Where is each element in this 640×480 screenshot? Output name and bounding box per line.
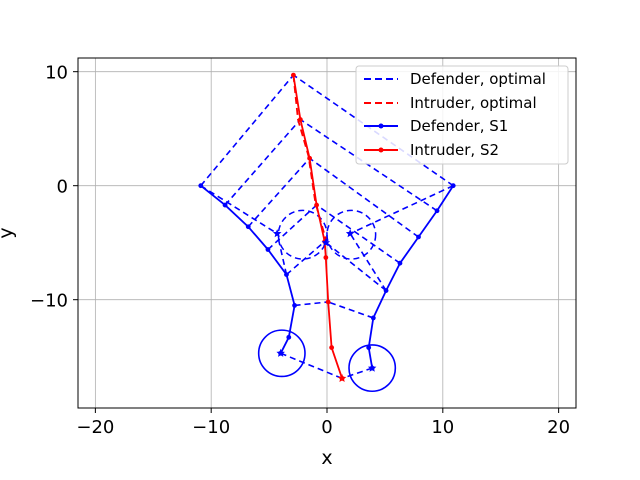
defender-optimal-line	[294, 301, 329, 307]
defender-optimal-line	[200, 74, 295, 187]
series-point	[370, 315, 376, 321]
series-point	[245, 224, 251, 230]
x-tick-label: 20	[547, 417, 570, 438]
series-point	[325, 299, 331, 305]
plot-area	[198, 72, 456, 393]
x-tick-label: −10	[192, 417, 230, 438]
series-line	[292, 75, 327, 240]
capture-circle	[257, 329, 306, 378]
defender-optimal-line	[341, 367, 373, 380]
defender-optimal-line	[327, 301, 374, 319]
defender-optimal-line	[349, 184, 454, 235]
series-point	[323, 255, 329, 260]
defender-optimal-line	[247, 157, 311, 228]
axis-ticks: −20 −10 0 10 20 −10 0 10	[30, 63, 570, 438]
star-marker	[272, 229, 282, 238]
series-point	[292, 302, 297, 308]
series-point	[450, 183, 456, 189]
legend: Defender, optimal Intruder, optimal Defe…	[355, 65, 569, 165]
series-point	[397, 260, 403, 266]
y-tick-label: 10	[45, 63, 68, 84]
series-line	[200, 184, 296, 354]
series-point	[286, 334, 292, 340]
legend-label-intruder-s2: Intruder, S2	[410, 141, 499, 159]
series-point	[434, 208, 440, 214]
y-axis-label: y	[0, 227, 17, 238]
defender-optimal-line	[299, 118, 438, 212]
defender-optimal-line	[324, 240, 387, 292]
legend-marker-defender-s1	[378, 123, 384, 129]
defender-optimal-line	[224, 119, 301, 206]
star-marker	[345, 229, 355, 238]
star-marker	[337, 373, 347, 382]
legend-marker-intruder-s2	[378, 147, 384, 153]
defender-optimal-line	[309, 157, 419, 238]
x-tick-label: 0	[321, 417, 332, 438]
series-point	[265, 247, 271, 252]
legend-label-defender-optimal: Defender, optimal	[410, 70, 546, 88]
defender-optimal-line	[200, 185, 278, 235]
defender-optimal-line	[276, 233, 288, 275]
x-tick-label: −20	[76, 417, 114, 438]
series-point	[222, 202, 228, 208]
capture-circle-dashed	[326, 209, 377, 260]
defender-optimal-line	[316, 204, 401, 264]
star-marker	[367, 363, 377, 372]
defender-optimal-line	[285, 240, 326, 276]
defender-optimal-line	[280, 352, 343, 380]
series-point	[198, 183, 204, 189]
series-point	[366, 345, 372, 350]
series-point	[383, 288, 389, 293]
x-tick-label: 10	[431, 417, 454, 438]
series-point	[329, 345, 335, 350]
defender-optimal-line	[292, 74, 454, 187]
series-point	[416, 234, 421, 240]
x-axis-label: x	[321, 447, 332, 469]
legend-box	[355, 65, 569, 165]
series-point	[284, 272, 289, 278]
defender-optimal-line	[349, 233, 387, 291]
legend-label-intruder-optimal: Intruder, optimal	[410, 94, 537, 112]
capture-circle	[348, 344, 397, 393]
star-marker	[321, 238, 331, 247]
series-line	[367, 185, 454, 369]
defender-optimal-line	[267, 204, 318, 251]
star-marker	[276, 348, 285, 357]
legend-label-defender-s1: Defender, S1	[410, 117, 508, 135]
y-tick-label: −10	[30, 291, 68, 312]
y-tick-label: 0	[57, 177, 68, 198]
